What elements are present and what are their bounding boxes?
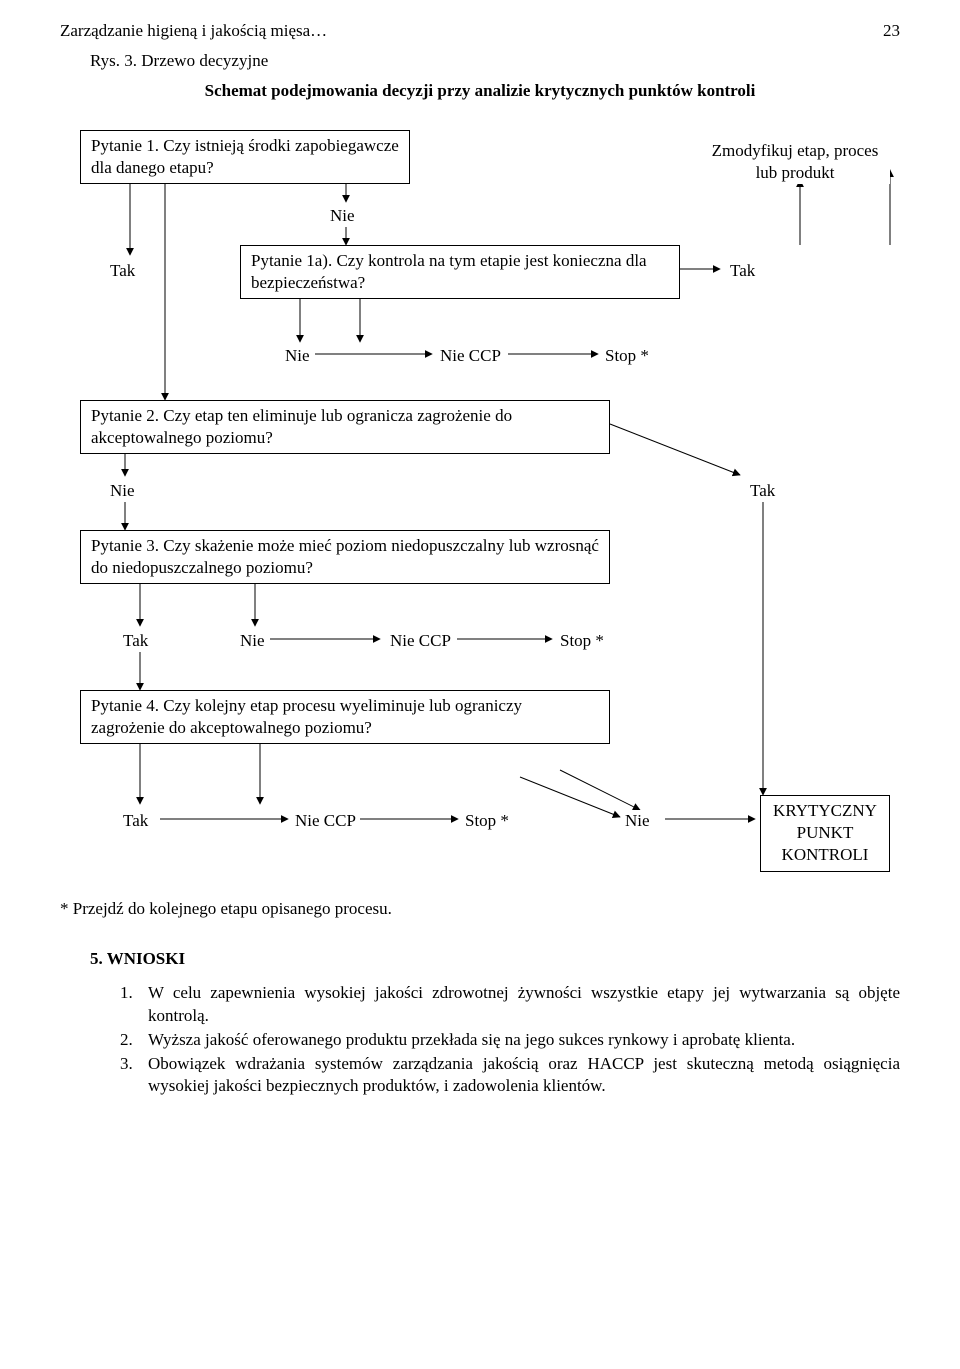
figure-label: Rys. 3. Drzewo decyzyjne [60, 50, 900, 72]
question-2-box: Pytanie 2. Czy etap ten eliminuje lub og… [80, 400, 610, 454]
conclusion-text: Wyższa jakość oferowanego produktu przek… [148, 1029, 900, 1051]
modify-label: Zmodyfikuj etap, proces lub produkt [700, 140, 890, 184]
question-1-box: Pytanie 1. Czy istnieją środki zapobiega… [80, 130, 410, 184]
stop-3-label: Stop * [560, 630, 604, 652]
question-1a-box: Pytanie 1a). Czy kontrola na tym etapie … [240, 245, 680, 299]
tak-q1-label: Tak [110, 260, 135, 282]
stop-4-label: Stop * [465, 810, 509, 832]
nieccp-3-label: Nie CCP [390, 630, 451, 652]
tak-q3-label: Tak [123, 630, 148, 652]
conclusions-heading: 5. WNIOSKI [60, 948, 900, 970]
running-header: Zarządzanie higieną i jakością mięsa… 23 [60, 20, 900, 42]
question-3-box: Pytanie 3. Czy skażenie może mieć poziom… [80, 530, 610, 584]
conclusion-text: Obowiązek wdrażania systemów zarządzania… [148, 1053, 900, 1097]
arrow-layer [60, 130, 900, 880]
question-4-box: Pytanie 4. Czy kolejny etap procesu wyel… [80, 690, 610, 744]
conclusion-number: 1. [120, 982, 148, 1026]
conclusion-text: W celu zapewnienia wysokiej jakości zdro… [148, 982, 900, 1026]
question-1-text: Pytanie 1. Czy istnieją środki zapobiega… [91, 136, 399, 177]
nie-q2-label: Nie [110, 480, 135, 502]
figure-subtitle: Schemat podejmowania decyzji przy analiz… [60, 80, 900, 102]
question-2-text: Pytanie 2. Czy etap ten eliminuje lub og… [91, 406, 512, 447]
critical-control-point-box: KRYTYCZNY PUNKT KONTROLI [760, 795, 890, 871]
nieccp-4-label: Nie CCP [295, 810, 356, 832]
tak-q4-label: Tak [123, 810, 148, 832]
footnote: * Przejdź do kolejnego etapu opisanego p… [60, 898, 900, 920]
nie-q4-label: Nie [625, 810, 650, 832]
question-3-text: Pytanie 3. Czy skażenie może mieć poziom… [91, 536, 599, 577]
nie-q1-label: Nie [330, 205, 355, 227]
question-4-text: Pytanie 4. Czy kolejny etap procesu wyel… [91, 696, 522, 737]
question-1a-text: Pytanie 1a). Czy kontrola na tym etapie … [251, 251, 647, 292]
nie-q3-label: Nie [240, 630, 265, 652]
header-title: Zarządzanie higieną i jakością mięsa… [60, 20, 327, 42]
stop-1a-label: Stop * [605, 345, 649, 367]
nieccp-1a-label: Nie CCP [440, 345, 501, 367]
conclusion-item: 1.W celu zapewnienia wysokiej jakości zd… [120, 982, 900, 1026]
conclusion-item: 2.Wyższa jakość oferowanego produktu prz… [120, 1029, 900, 1051]
conclusion-number: 3. [120, 1053, 148, 1097]
conclusions-list: 1.W celu zapewnienia wysokiej jakości zd… [60, 982, 900, 1096]
tak-q1a-label: Tak [730, 260, 755, 282]
decision-tree-diagram: Pytanie 1. Czy istnieją środki zapobiega… [60, 130, 900, 880]
tak-q2-label: Tak [750, 480, 775, 502]
conclusion-number: 2. [120, 1029, 148, 1051]
conclusion-item: 3.Obowiązek wdrażania systemów zarządzan… [120, 1053, 900, 1097]
nie-1a-label: Nie [285, 345, 310, 367]
header-page: 23 [883, 20, 900, 42]
ccp-text: KRYTYCZNY PUNKT KONTROLI [773, 801, 877, 864]
